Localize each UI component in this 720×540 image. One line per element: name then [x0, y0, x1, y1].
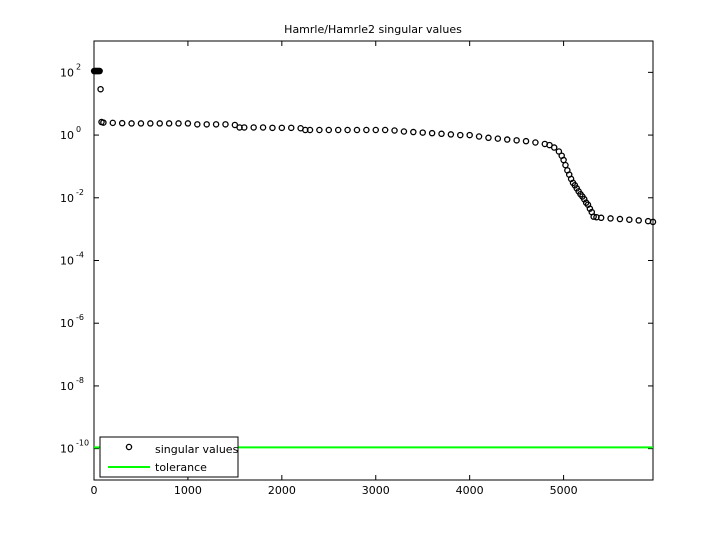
- y-tick-label: 10 -8: [60, 376, 84, 393]
- data-point: [626, 216, 633, 223]
- data-point: [635, 217, 642, 224]
- data-point: [381, 126, 389, 134]
- data-point: [532, 139, 539, 146]
- data-point: [649, 218, 657, 226]
- data-point: [156, 120, 163, 127]
- data-point: [503, 136, 511, 143]
- data-point: [457, 131, 464, 139]
- data-point: [410, 128, 417, 136]
- x-tick-label: 2000: [268, 484, 296, 497]
- data-point: [597, 214, 605, 222]
- data-point: [306, 126, 314, 134]
- y-tick-label: 10 -4: [60, 251, 84, 268]
- data-point: [250, 124, 257, 131]
- data-point: [222, 121, 229, 128]
- data-point: [175, 120, 182, 127]
- data-point: [555, 148, 563, 155]
- data-point: [128, 120, 135, 127]
- data-point: [353, 126, 361, 134]
- y-tick-label: 10 2: [60, 62, 81, 79]
- x-tick-label: 4000: [456, 484, 484, 497]
- data-point: [287, 124, 295, 132]
- legend-box: [99, 436, 239, 478]
- y-tick-label: 10 0: [60, 125, 81, 142]
- data-point: [96, 67, 103, 75]
- data-point: [97, 85, 104, 93]
- data-point: [212, 121, 220, 128]
- y-tick-label: 10 -2: [60, 188, 84, 205]
- data-point: [447, 131, 455, 138]
- x-tick-label: 0: [91, 484, 98, 497]
- data-point: [100, 119, 107, 126]
- data-point: [372, 126, 380, 134]
- data-point: [137, 120, 145, 127]
- data-point: [109, 119, 117, 127]
- data-point: [607, 215, 614, 222]
- x-tick-label: 3000: [362, 484, 390, 497]
- data-point: [590, 213, 597, 220]
- data-point: [522, 137, 530, 145]
- data-point: [438, 130, 445, 138]
- legend-marker: [125, 443, 133, 451]
- data-point: [344, 126, 351, 134]
- data-point: [325, 126, 333, 134]
- data-point: [194, 121, 201, 128]
- data-point: [203, 121, 210, 128]
- data-point: [316, 126, 323, 134]
- data-point: [475, 133, 483, 140]
- data-point: [428, 129, 436, 137]
- data-point: [391, 127, 398, 134]
- data-point: [147, 120, 154, 127]
- legend-label: singular values: [155, 443, 239, 456]
- data-point: [513, 137, 520, 144]
- data-point: [494, 135, 502, 142]
- data-point: [118, 119, 126, 127]
- y-tick-label: 10 -6: [60, 313, 84, 330]
- data-point: [485, 134, 492, 142]
- data-point: [184, 120, 192, 127]
- x-tick-label: 1000: [174, 484, 202, 497]
- data-point: [419, 129, 426, 136]
- data-point: [363, 126, 370, 134]
- chart-title: Hamrle/Hamrle2 singular values: [284, 23, 462, 36]
- x-tick-label: 5000: [550, 484, 578, 497]
- data-point: [269, 124, 276, 132]
- data-point: [165, 120, 173, 127]
- data-point: [400, 128, 408, 135]
- data-point: [334, 126, 342, 134]
- data-point: [466, 131, 473, 139]
- legend-label: tolerance: [155, 461, 207, 474]
- data-point: [616, 215, 624, 223]
- data-point: [241, 124, 248, 131]
- y-tick-label: 10 -10: [60, 439, 89, 456]
- data-point: [550, 144, 558, 151]
- data-point: [259, 124, 267, 131]
- data-point: [278, 124, 286, 132]
